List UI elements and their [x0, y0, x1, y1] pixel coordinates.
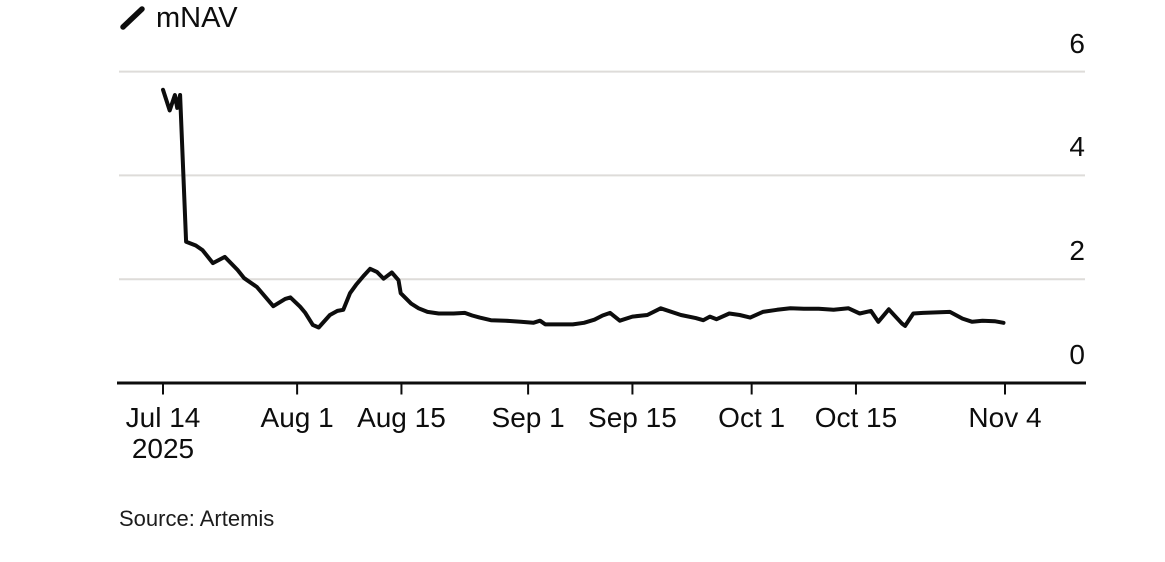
x-tick-label-text: Aug 1 — [260, 402, 334, 433]
x-tick-label: Nov 4 — [930, 402, 1080, 433]
x-tick-label: Sep 1 — [453, 402, 603, 433]
x-tick-label: Jul 14 2025 — [88, 402, 238, 464]
x-tick-label-text: Sep 15 — [588, 402, 677, 433]
y-tick-label: 4 — [1069, 131, 1085, 163]
source-attribution: Source: Artemis — [119, 506, 275, 531]
x-tick-label: Sep 15 — [557, 402, 707, 433]
y-tick-label: 2 — [1069, 235, 1085, 267]
y-tick-label: 6 — [1069, 27, 1085, 59]
x-tick-label-text: Jul 14 — [125, 402, 201, 433]
x-tick-label-text: Sep 1 — [491, 402, 565, 433]
legend-label: mNAV — [156, 2, 238, 34]
x-tick-label: Oct 15 — [781, 402, 931, 433]
y-tick-label: 0 — [1069, 339, 1085, 370]
x-tick-label-text: Aug 15 — [357, 402, 446, 433]
mnav-line-series — [161, 87, 1006, 330]
x-tick-label: Aug 15 — [326, 402, 476, 433]
x-tick-label-text: Oct 1 — [718, 402, 786, 433]
line-swatch-icon — [120, 6, 145, 30]
x-tick-label: Aug 1 — [222, 402, 372, 433]
x-tick-label-text: Oct 15 — [814, 402, 898, 433]
legend: mNAV — [119, 2, 238, 34]
x-tick-label: Oct 1 — [677, 402, 827, 433]
x-tick-year-text: 2025 — [131, 433, 195, 464]
x-tick-label-text: Nov 4 — [968, 402, 1042, 433]
